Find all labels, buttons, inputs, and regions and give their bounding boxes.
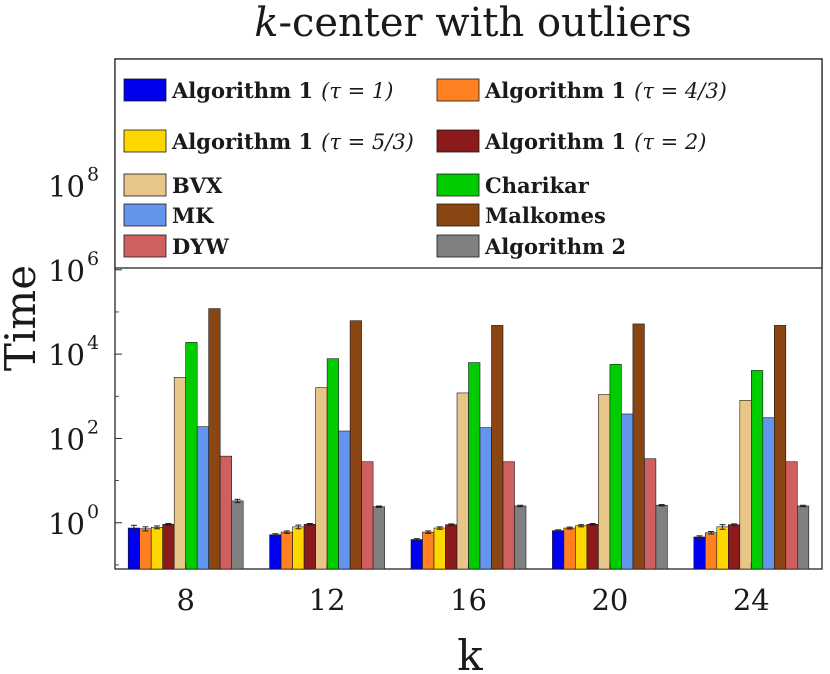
- x-tick-label: 24: [733, 583, 770, 617]
- bar: [644, 458, 657, 570]
- bar: [422, 531, 435, 570]
- y-axis-title: Time: [0, 265, 45, 371]
- bar: [796, 505, 810, 570]
- legend-label: Charikar: [485, 173, 590, 198]
- bar: [196, 426, 209, 570]
- legend-label: Malkomes: [485, 203, 606, 228]
- bar: [716, 526, 729, 570]
- bar: [445, 524, 458, 570]
- bar: [575, 525, 588, 570]
- bar: [208, 308, 221, 570]
- bar: [479, 427, 492, 570]
- bar: [185, 342, 198, 570]
- bar: [410, 539, 423, 570]
- bar: [349, 320, 362, 570]
- x-tick-label: 16: [450, 583, 487, 617]
- legend-swatch: [123, 173, 167, 197]
- bar: [127, 527, 140, 570]
- bar: [433, 527, 446, 570]
- bar: [361, 461, 374, 570]
- y-tick-exponent: 4: [87, 332, 99, 354]
- bar: [280, 531, 293, 570]
- legend-entries: Algorithm 1 (τ = 1) Algorithm 1 (τ = 4/3) Al…: [123, 78, 727, 259]
- legend-swatch: [123, 203, 167, 227]
- legend-swatch: [436, 234, 480, 258]
- legend-label: DYW: [172, 234, 229, 259]
- bar: [338, 430, 351, 570]
- legend-swatch: [436, 203, 480, 227]
- legend-label: Algorithm 2: [484, 234, 626, 259]
- bar: [219, 455, 232, 570]
- bar: [303, 523, 316, 570]
- legend-label: Algorithm 1 (τ = 1): [171, 78, 393, 103]
- legend-label: MK: [172, 203, 214, 228]
- legend-swatch: [123, 234, 167, 258]
- bar: [693, 536, 706, 570]
- x-axis-title: k: [457, 631, 483, 674]
- y-tick-exponent: 6: [87, 248, 99, 270]
- bar: [785, 461, 798, 570]
- bar: [773, 325, 787, 570]
- legend-label: Algorithm 1 (τ = 4/3): [484, 78, 727, 103]
- bar: [632, 323, 645, 570]
- bar: [750, 370, 764, 570]
- bar: [150, 526, 163, 570]
- bar: [292, 526, 305, 570]
- bar: [502, 461, 515, 570]
- bar: [727, 524, 741, 570]
- bar: [139, 528, 152, 570]
- bars-layer: [127, 308, 810, 570]
- y-tick-label: 10: [48, 507, 85, 541]
- y-tick-label: 10: [48, 422, 85, 456]
- legend-label: BVX: [172, 173, 223, 198]
- y-tick-exponent: 2: [87, 416, 99, 438]
- bar: [704, 532, 718, 570]
- bar: [456, 392, 469, 570]
- legend-swatch: [436, 129, 480, 153]
- y-tick-label: 10: [48, 338, 85, 372]
- bar: [586, 523, 599, 570]
- x-tick-label: 8: [176, 583, 194, 617]
- x-tick-label: 12: [309, 583, 346, 617]
- bar: [655, 504, 668, 570]
- bar: [621, 413, 634, 570]
- bar: [162, 523, 175, 570]
- bar: [315, 387, 328, 570]
- y-tick-label: 10: [48, 169, 85, 203]
- x-tick-label: 20: [591, 583, 628, 617]
- y-tick-exponent: 0: [87, 501, 99, 523]
- legend-swatch: [123, 129, 167, 153]
- legend-label: Algorithm 1 (τ = 5/3): [171, 129, 414, 154]
- y-tick-exponent: 8: [87, 163, 99, 185]
- y-tick-label: 10: [48, 254, 85, 288]
- bar: [468, 362, 481, 570]
- legend-swatch: [436, 78, 480, 102]
- bar: [739, 400, 752, 570]
- bar: [598, 394, 611, 570]
- bar: [372, 506, 385, 570]
- legend-swatch: [123, 78, 167, 102]
- bar: [269, 534, 282, 570]
- bar: [491, 325, 504, 570]
- bar: [173, 377, 186, 570]
- bar: [563, 527, 576, 570]
- chart-title: k-center with outliers: [254, 0, 692, 46]
- bar: [552, 530, 565, 570]
- bar: [762, 417, 775, 570]
- bar: [514, 505, 527, 570]
- legend-label: Algorithm 1 (τ = 2): [484, 129, 706, 154]
- bar: [326, 358, 339, 570]
- legend-swatch: [436, 173, 480, 197]
- bar: [609, 364, 622, 570]
- bar: [231, 500, 244, 570]
